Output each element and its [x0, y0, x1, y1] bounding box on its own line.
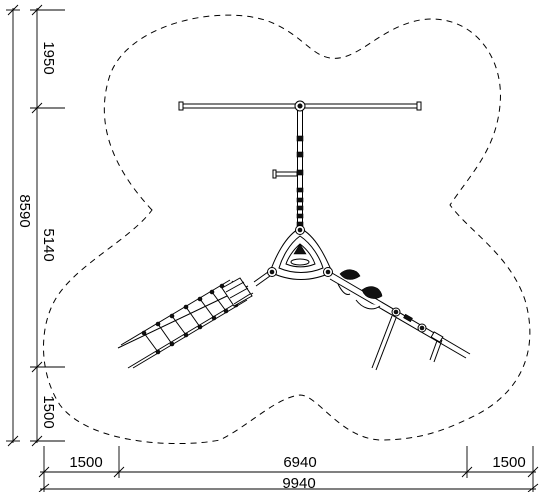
central-hub: [267, 225, 333, 280]
bottom-height-label: 1500: [40, 395, 57, 428]
vertical-chain-arm: [272, 110, 304, 232]
total-height-label: 8590: [16, 194, 33, 227]
safety-zone-outline: [43, 14, 531, 445]
vertical-dimensions: 8590 1950 5140 1500: [6, 4, 65, 447]
right-activity-arm: [329, 269, 471, 371]
middle-height-label: 5140: [40, 228, 57, 261]
middle-width-label: 6940: [283, 454, 316, 471]
total-width-label: 9940: [282, 475, 315, 492]
ladder-arm: [117, 271, 271, 369]
right-width-label: 1500: [492, 454, 525, 471]
play-structure: [117, 100, 471, 371]
horizontal-dimensions: 1500 6940 1500 9940: [38, 446, 539, 492]
left-width-label: 1500: [69, 454, 102, 471]
top-crossbar: [178, 100, 422, 112]
top-height-label: 1950: [40, 41, 57, 74]
